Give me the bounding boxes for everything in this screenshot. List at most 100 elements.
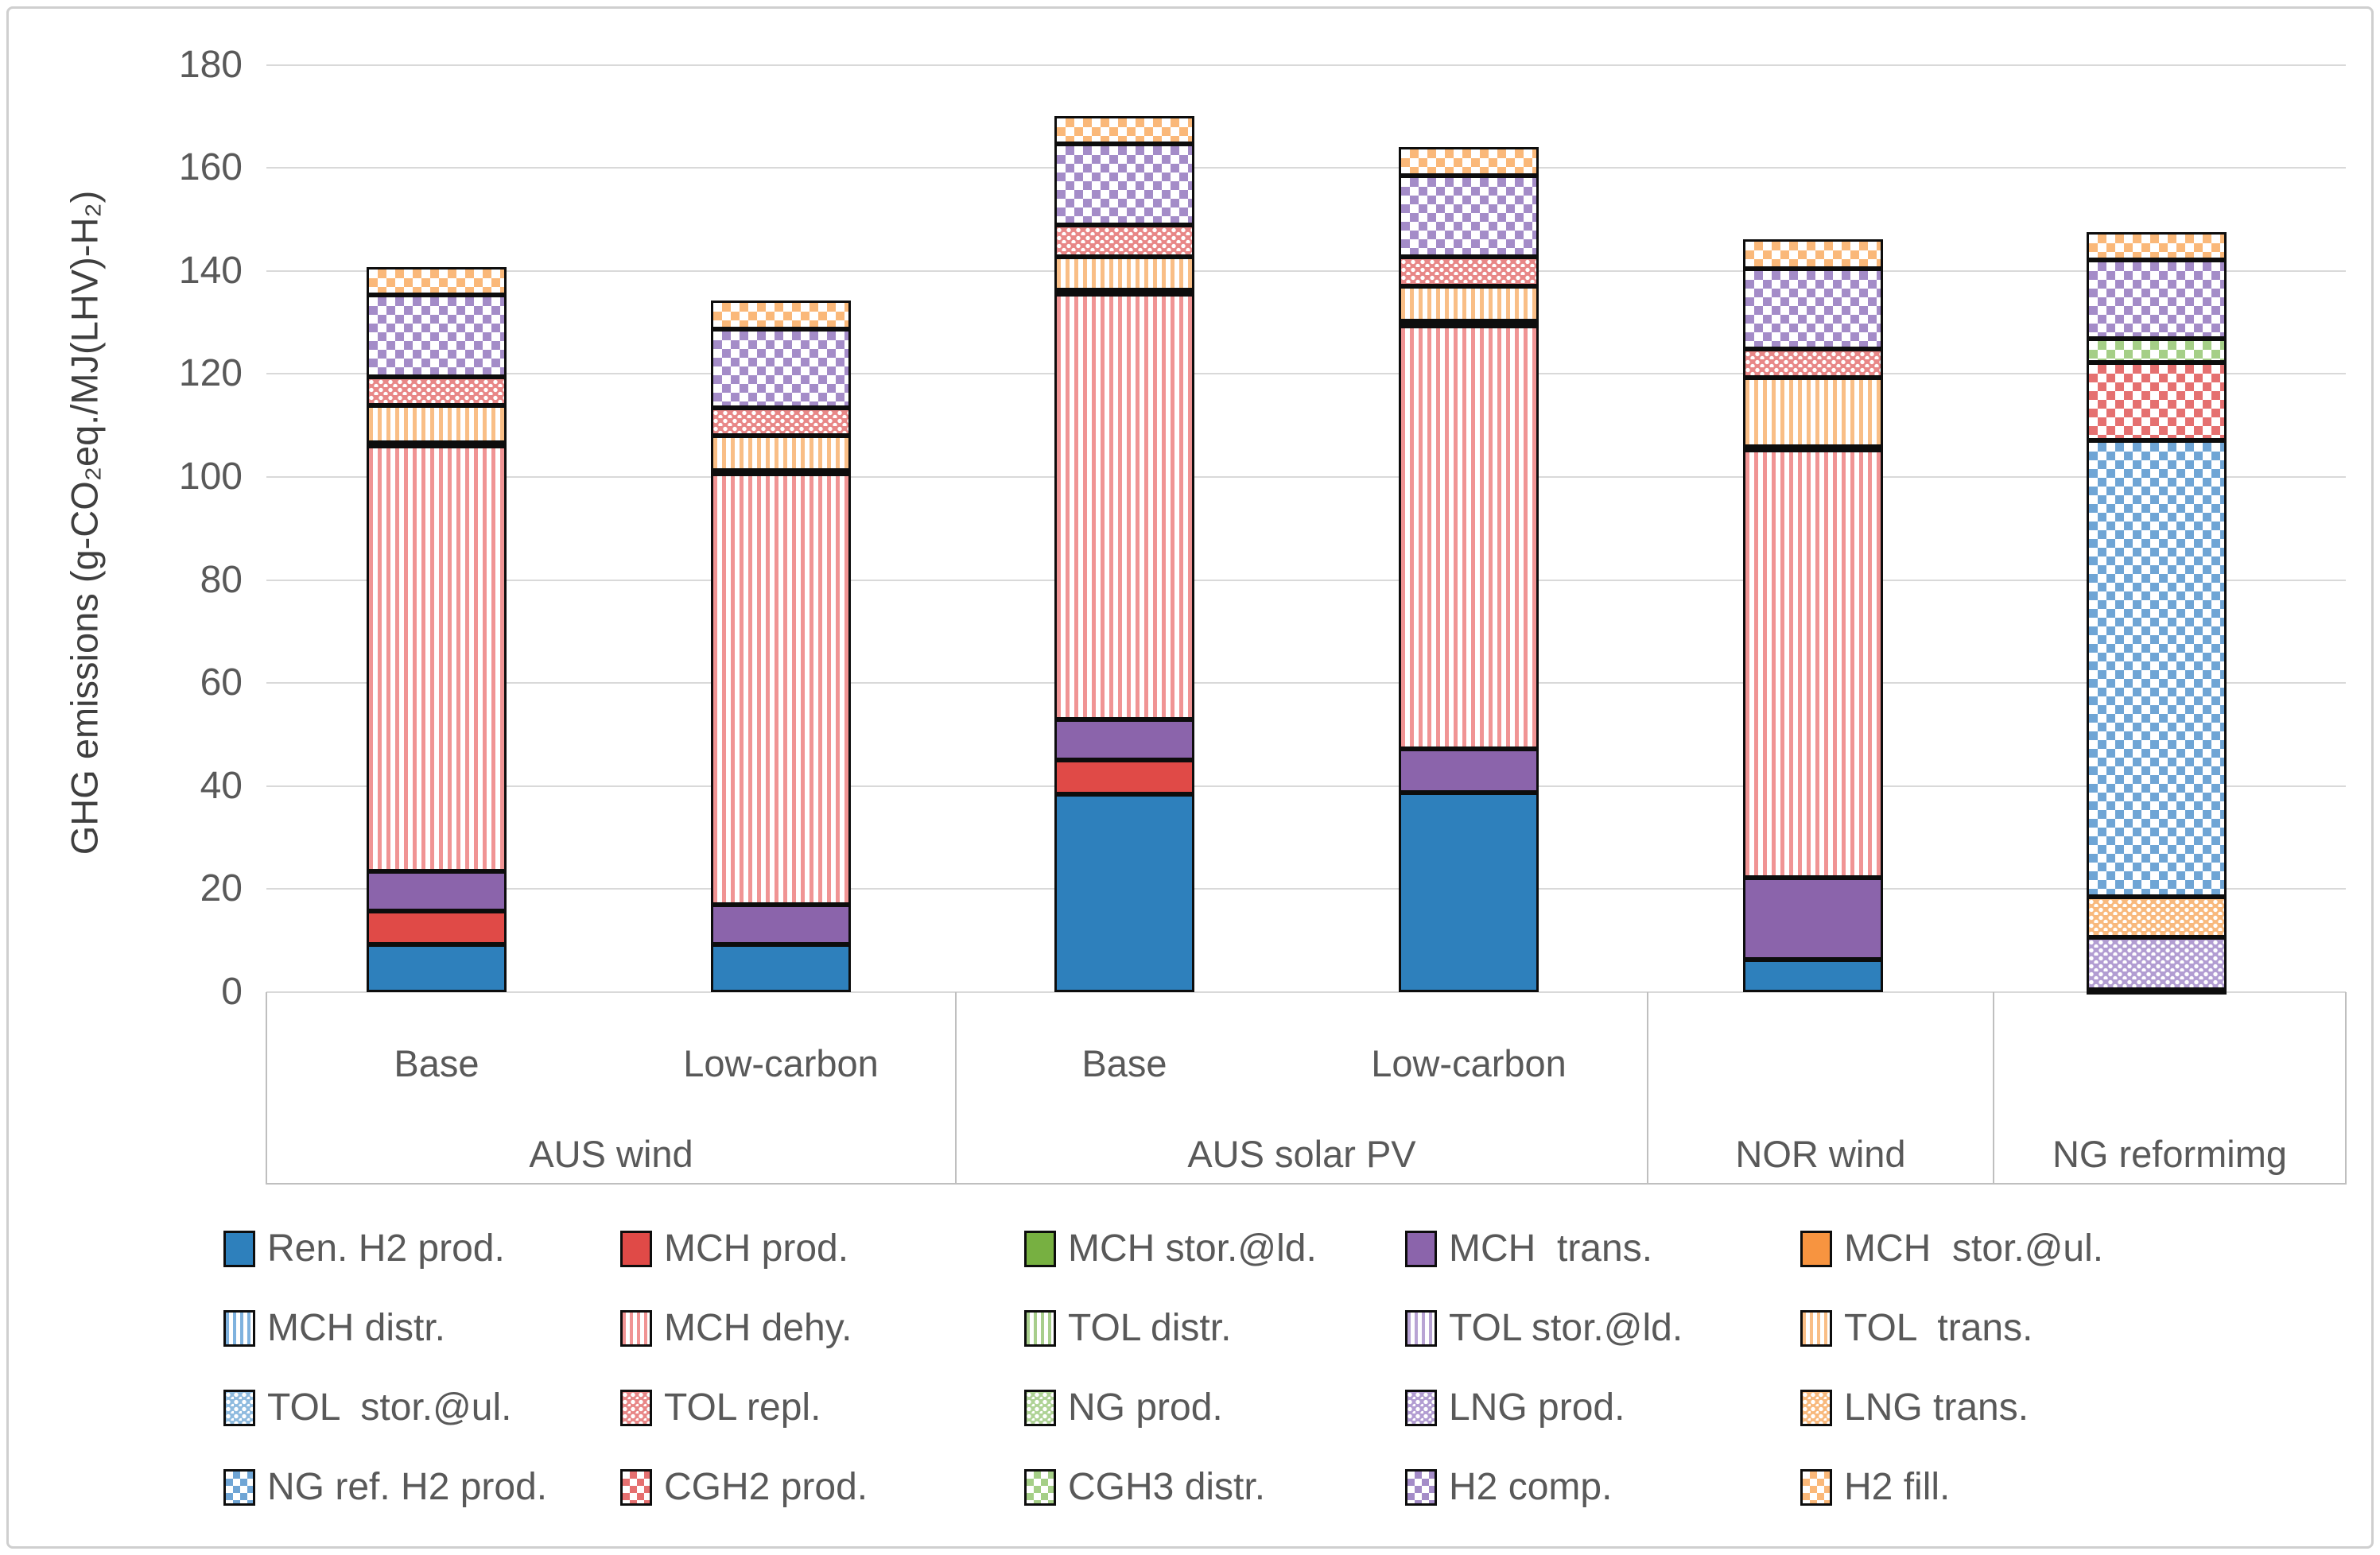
legend-item: MCH trans. — [1405, 1227, 1652, 1270]
legend-label: MCH stor.@ul. — [1844, 1227, 2104, 1270]
legend-item: TOL trans. — [1800, 1306, 2033, 1350]
bar-segment — [1743, 878, 1883, 960]
bar-segment — [711, 470, 851, 475]
legend-swatch — [1800, 1309, 1832, 1347]
legend-swatch — [620, 1309, 652, 1347]
legend-item: TOL distr. — [1024, 1306, 1231, 1350]
legend-label: MCH distr. — [267, 1307, 446, 1349]
bar-segment — [367, 294, 507, 378]
legend-swatch — [620, 1468, 652, 1506]
bar-segment — [711, 329, 851, 408]
legend-swatch — [1405, 1309, 1437, 1347]
legend-item: TOL repl. — [620, 1386, 821, 1429]
legend-swatch — [1405, 1230, 1437, 1267]
bar-segment — [367, 377, 507, 405]
bar-segment — [2087, 231, 2227, 261]
category-divider — [955, 992, 957, 1185]
sub-category-label: Low-carbon — [683, 1042, 879, 1084]
legend-swatch — [1024, 1309, 1056, 1347]
legend-label: NG ref. H2 prod. — [267, 1466, 548, 1508]
bar-segment — [1054, 116, 1194, 145]
y-tick-label-0: 0 — [221, 971, 243, 1013]
group-label: NG reformimg — [2052, 1133, 2288, 1175]
y-tick-label-40: 40 — [200, 764, 243, 807]
bar-segment — [2087, 990, 2227, 995]
group-label: AUS solar PV — [1187, 1133, 1416, 1175]
category-divider — [1647, 992, 1648, 1185]
legend-swatch — [620, 1230, 652, 1267]
bar-segment — [1054, 256, 1194, 290]
legend-item: CGH3 distr. — [1024, 1465, 1265, 1509]
y-tick-label-100: 100 — [178, 456, 243, 498]
bar-segment — [367, 446, 507, 871]
legend-label: NG prod. — [1068, 1386, 1223, 1429]
bar-segment — [1399, 286, 1539, 322]
bar-segment — [1054, 793, 1194, 992]
legend-item: TOL stor.@ul. — [223, 1386, 512, 1429]
sub-category-label: Base — [394, 1042, 479, 1084]
bar-segment — [711, 944, 851, 992]
legend-swatch — [1800, 1468, 1832, 1506]
legend-label: LNG trans. — [1844, 1386, 2029, 1429]
gridline-140 — [266, 270, 2346, 272]
legend-item: H2 comp. — [1405, 1465, 1612, 1509]
legend-label: CGH3 distr. — [1068, 1466, 1266, 1508]
bar-segment — [367, 944, 507, 992]
bar-segment — [1054, 225, 1194, 257]
legend-swatch — [1405, 1468, 1437, 1506]
y-tick-label-160: 160 — [178, 146, 243, 189]
sub-category-label: Base — [1081, 1042, 1167, 1084]
bar-segment — [711, 301, 851, 330]
bar-segment — [1399, 326, 1539, 750]
y-tick-label-180: 180 — [178, 43, 243, 86]
legend-swatch — [223, 1468, 255, 1506]
legend-item: MCH distr. — [223, 1306, 445, 1350]
legend-swatch — [1024, 1230, 1056, 1267]
y-axis-title: GHG emissions (g-CO₂eq./MJ(LHV)-H₂) — [63, 190, 106, 855]
legend-label: MCH stor.@ld. — [1068, 1227, 1317, 1270]
group-label: NOR wind — [1735, 1133, 1906, 1175]
legend-label: CGH2 prod. — [664, 1466, 868, 1508]
bar-segment — [367, 871, 507, 912]
bar-segment — [711, 473, 851, 905]
bar-segment — [1054, 294, 1194, 719]
legend-label: TOL repl. — [664, 1386, 821, 1429]
sub-category-label: Low-carbon — [1371, 1042, 1567, 1084]
legend-item: CGH2 prod. — [620, 1465, 868, 1509]
bar-segment — [1054, 719, 1194, 761]
y-tick-label-60: 60 — [200, 661, 243, 704]
bar-segment — [1054, 760, 1194, 794]
legend-swatch — [223, 1389, 255, 1426]
legend-swatch — [1405, 1389, 1437, 1426]
bar-segment — [2087, 440, 2227, 898]
bar-segment — [1743, 959, 1883, 992]
bar-segment — [1399, 257, 1539, 287]
legend-swatch — [1024, 1468, 1056, 1506]
legend-item: MCH prod. — [620, 1227, 848, 1270]
legend-item: NG prod. — [1024, 1386, 1223, 1429]
bar-segment — [2087, 897, 2227, 937]
legend-label: MCH trans. — [1449, 1227, 1653, 1270]
y-tick-label-140: 140 — [178, 249, 243, 292]
bar-segment — [367, 405, 507, 444]
bar-segment — [1743, 238, 1883, 269]
legend-item: MCH stor.@ul. — [1800, 1227, 2103, 1270]
bar-segment — [1399, 321, 1539, 327]
bar-segment — [1743, 446, 1883, 452]
bar-segment — [711, 435, 851, 471]
bar-segment — [1399, 792, 1539, 992]
y-tick-label-80: 80 — [200, 558, 243, 601]
bar-segment — [1054, 144, 1194, 226]
bar-segment — [2087, 339, 2227, 363]
bar-segment — [1743, 349, 1883, 378]
y-tick-label-20: 20 — [200, 867, 243, 910]
legend-item: LNG trans. — [1800, 1386, 2029, 1429]
legend-label: Ren. H2 prod. — [267, 1227, 505, 1270]
legend-label: TOL stor.@ld. — [1449, 1307, 1683, 1349]
bar-segment — [1399, 749, 1539, 793]
bar-segment — [1743, 378, 1883, 447]
gridline-0 — [266, 991, 2346, 993]
legend-label: H2 fill. — [1844, 1466, 1951, 1508]
legend-swatch — [620, 1389, 652, 1426]
legend-item: LNG prod. — [1405, 1386, 1625, 1429]
